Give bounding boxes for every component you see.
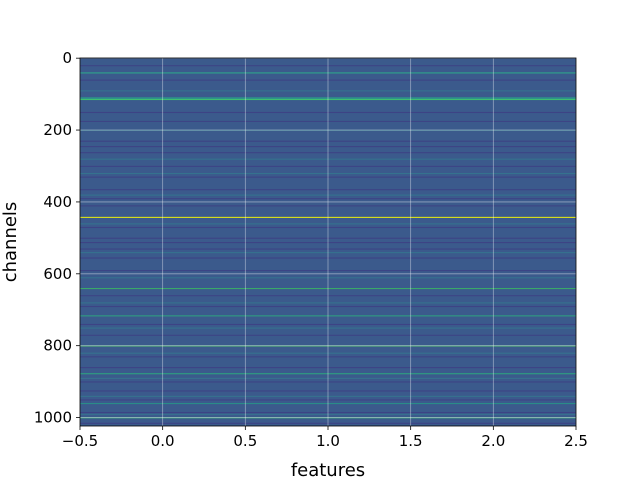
- heatmap-row-light: [80, 352, 576, 354]
- heatmap-row-dark: [80, 248, 576, 250]
- heatmap-row-light: [80, 413, 576, 415]
- heatmap-row-dark: [80, 189, 576, 191]
- heatmap-row-dark: [80, 399, 576, 401]
- heatmap-row-light: [80, 277, 576, 279]
- x-tick-label: 1.0: [316, 432, 340, 450]
- heatmap-row-dark: [80, 205, 576, 207]
- heatmap-row-light: [80, 158, 576, 160]
- heatmap-row-highlight: [80, 373, 576, 375]
- heatmap-row-dark: [80, 140, 576, 142]
- heatmap-row-dark: [80, 198, 576, 200]
- heatmap-row-dark: [80, 152, 576, 154]
- x-tick-label: 2.0: [481, 432, 505, 450]
- heatmap-row-light: [80, 252, 576, 254]
- heatmap-row-dark: [80, 237, 576, 239]
- heatmap-row-dark: [80, 226, 576, 229]
- heatmap-row-light: [80, 377, 576, 379]
- y-tick-label: 600: [43, 265, 72, 283]
- heatmap-row-dark: [80, 422, 576, 424]
- heatmap-row-dark: [80, 381, 576, 383]
- heatmap-row-light: [80, 90, 576, 92]
- x-axis-ticks: −0.5 0.0 0.5 1.0 1.5 2.0 2.5: [62, 426, 588, 450]
- x-axis-label: features: [291, 460, 365, 480]
- heatmap-row-dark: [80, 390, 576, 392]
- heatmap-row-dark: [80, 356, 576, 358]
- y-axis-ticks: 0 200 400 600 800 1000: [34, 49, 80, 427]
- plot-area: [80, 58, 576, 426]
- x-tick-label: 0.5: [233, 432, 257, 450]
- heatmap-row-dark: [80, 176, 576, 178]
- heatmap-row-dark: [80, 165, 576, 167]
- heatmap-row-highlight: [80, 97, 576, 99]
- heatmap-row-dark: [80, 323, 576, 326]
- heatmap-row-dark: [80, 120, 576, 122]
- y-tick-label: 1000: [34, 409, 72, 427]
- heatmap-row-light: [80, 302, 576, 304]
- heatmap-row-highlight: [80, 98, 576, 101]
- heatmap-row-highlight: [80, 315, 576, 317]
- heatmap-row-dark: [80, 146, 576, 148]
- y-tick-label: 400: [43, 193, 72, 211]
- heatmap-row-light: [80, 129, 576, 131]
- heatmap-row-dark: [80, 295, 576, 297]
- y-tick-label: 800: [43, 337, 72, 355]
- heatmap-row-dark: [80, 242, 576, 244]
- heatmap-row-light: [80, 194, 576, 196]
- heatmap-row-dark: [80, 65, 576, 67]
- y-tick-label: 0: [62, 49, 72, 67]
- heatmap-row-dark: [80, 257, 576, 259]
- heatmap-row-light: [80, 223, 576, 225]
- heatmap-row-dark: [80, 79, 576, 81]
- heatmap-row-light: [80, 327, 576, 329]
- heatmap-row-highlight: [80, 417, 576, 419]
- heatmap-row-dark: [80, 411, 576, 414]
- heatmap-row-highlight: [80, 403, 576, 405]
- heatmap-row-highlight: [80, 345, 576, 347]
- heatmap-row-highlight: [80, 216, 576, 218]
- y-axis-label: channels: [0, 202, 21, 283]
- heatmap-row-dark: [80, 334, 576, 336]
- x-tick-label: 1.5: [399, 432, 423, 450]
- heatmap-row-dark: [80, 270, 576, 272]
- heatmap-row-highlight: [80, 288, 576, 290]
- x-tick-label: 2.5: [564, 432, 588, 450]
- heatmap-row-light: [80, 395, 576, 397]
- heatmap-row-dark: [80, 111, 576, 114]
- heatmap-row-highlight: [80, 72, 576, 74]
- heatmap-row-dark: [80, 367, 576, 369]
- heatmap-row-dark: [80, 305, 576, 308]
- x-tick-label: 0.0: [151, 432, 175, 450]
- y-tick-label: 200: [43, 121, 72, 139]
- x-tick-label: −0.5: [62, 432, 98, 450]
- heatmap-row-light: [80, 173, 576, 175]
